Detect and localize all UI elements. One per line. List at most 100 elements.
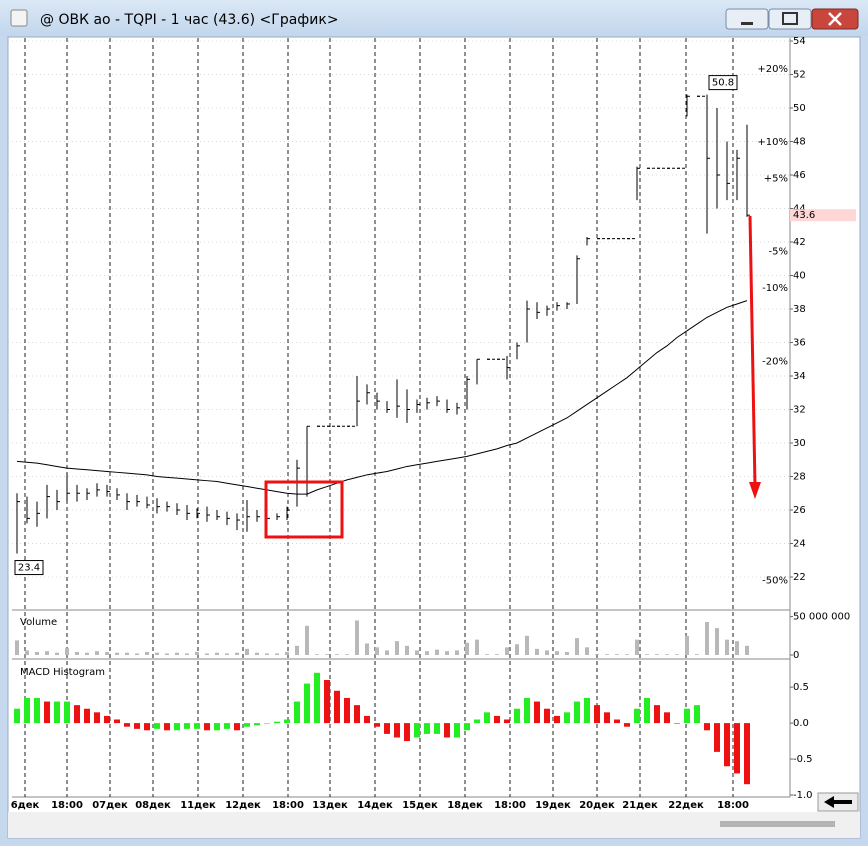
- volume-bar: [425, 651, 429, 655]
- macd-bar: [254, 723, 260, 726]
- macd-bar: [654, 705, 660, 724]
- macd-bar: [294, 701, 300, 724]
- macd-bar: [564, 712, 570, 724]
- macd-bar: [624, 723, 630, 727]
- volume-bar: [565, 651, 569, 655]
- volume-bar: [305, 625, 309, 655]
- y-tick-label: 48: [793, 137, 806, 148]
- scrollbar-thumb[interactable]: [720, 821, 835, 827]
- y-tick-label: 0.5: [793, 682, 809, 693]
- macd-bar: [124, 723, 130, 727]
- percent-level: -10%: [762, 283, 788, 294]
- volume-bar: [135, 653, 139, 655]
- macd-bar: [74, 705, 80, 724]
- macd-bar: [704, 723, 710, 731]
- macd-bar: [44, 701, 50, 724]
- low-label-box: [14, 560, 44, 576]
- x-tick-label: 19дек: [535, 800, 571, 811]
- volume-bar: [245, 648, 249, 655]
- y-tick-label: -0.5: [793, 754, 813, 765]
- macd-bar: [314, 672, 320, 724]
- y-tick-label: 0: [793, 650, 799, 661]
- volume-bar: [195, 651, 199, 655]
- volume-bar: [695, 654, 699, 655]
- macd-bar: [204, 723, 210, 731]
- macd-bar: [234, 723, 240, 731]
- macd-bar: [434, 723, 440, 734]
- y-tick-label: 44: [793, 204, 806, 215]
- macd-bar: [164, 723, 170, 731]
- macd-bar: [524, 697, 530, 724]
- arrow-head: [749, 482, 761, 499]
- volume-bar: [645, 654, 649, 655]
- macd-bar: [334, 690, 340, 724]
- last-price-band: [790, 209, 856, 222]
- x-tick-label: 20дек: [579, 800, 615, 811]
- volume-bar: [655, 654, 659, 655]
- volume-bar: [575, 638, 579, 655]
- x-tick-label: 15дек: [402, 800, 438, 811]
- volume-bar: [445, 651, 449, 655]
- y-tick-label: 42: [793, 237, 806, 248]
- volume-bar: [465, 642, 469, 655]
- volume-bar: [525, 635, 529, 655]
- macd-bar: [494, 715, 500, 724]
- volume-bar: [105, 651, 109, 655]
- macd-bar: [584, 697, 590, 724]
- volume-bar: [745, 645, 749, 655]
- macd-bar: [574, 701, 580, 724]
- volume-bar: [165, 653, 169, 655]
- volume-bar: [625, 654, 629, 655]
- maximize-button[interactable]: [768, 8, 812, 30]
- percent-level: -5%: [769, 247, 788, 258]
- macd-bar: [24, 697, 30, 724]
- macd-bar: [54, 701, 60, 724]
- macd-bar: [614, 719, 620, 724]
- volume-bar: [615, 654, 619, 655]
- y-tick-label: 36: [793, 338, 806, 349]
- macd-bar: [34, 697, 40, 724]
- panel-title: Volume: [20, 617, 57, 628]
- x-tick-label: 6дек: [11, 800, 40, 811]
- minimize-button[interactable]: [725, 8, 769, 30]
- percent-level: +5%: [764, 174, 788, 185]
- title-bar: [0, 0, 868, 36]
- volume-bar: [295, 645, 299, 655]
- x-tick-label: 08дек: [135, 800, 171, 811]
- macd-bar: [514, 708, 520, 724]
- arrow-shaft: [748, 215, 757, 487]
- macd-bar: [464, 723, 470, 731]
- macd-bar: [174, 723, 180, 731]
- y-tick-label: 24: [793, 539, 806, 550]
- macd-bar: [724, 723, 730, 767]
- x-tick-label: 22дек: [668, 800, 704, 811]
- macd-bar: [714, 723, 720, 752]
- highlight-box: [264, 480, 344, 539]
- macd-bar: [304, 683, 310, 724]
- macd-bar: [84, 708, 90, 724]
- volume-bar: [605, 654, 609, 655]
- macd-bar: [454, 723, 460, 738]
- volume-bar: [435, 649, 439, 655]
- y-tick-label: 40: [793, 271, 806, 282]
- volume-bar: [515, 644, 519, 655]
- volume-bar: [375, 647, 379, 655]
- macd-bar: [344, 697, 350, 724]
- macd-bar: [404, 723, 410, 742]
- macd-bar: [394, 723, 400, 738]
- macd-bar: [364, 715, 370, 724]
- high-label-box: [708, 75, 738, 91]
- volume-bar: [285, 651, 289, 655]
- percent-level: +20%: [757, 64, 788, 75]
- bottom-bar: [8, 812, 860, 838]
- x-tick-label: 14дек: [357, 800, 393, 811]
- volume-bar: [15, 640, 19, 655]
- volume-bar: [25, 650, 29, 655]
- panel-title: MACD Histogram: [20, 667, 105, 678]
- macd-bar: [504, 719, 510, 724]
- macd-bar: [604, 712, 610, 724]
- macd-bar: [634, 708, 640, 724]
- macd-bar: [144, 723, 150, 731]
- macd-bar: [384, 723, 390, 734]
